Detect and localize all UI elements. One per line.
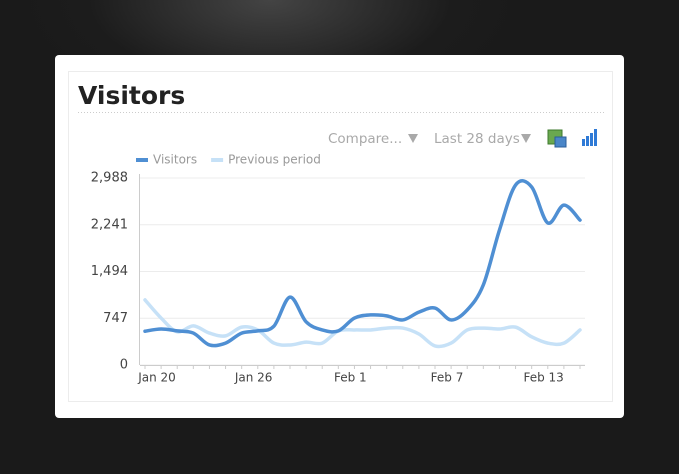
- export-icon[interactable]: [547, 129, 567, 148]
- dropdown-arrow[interactable]: [521, 134, 531, 143]
- x-tick-label: Feb 13: [523, 371, 563, 385]
- x-tick-label: Feb 7: [431, 371, 464, 385]
- panel: [68, 71, 613, 402]
- y-tick-label: 747: [103, 311, 128, 326]
- x-tick-label: Jan 20: [137, 371, 176, 385]
- y-tick-label: 0: [120, 358, 128, 373]
- icon-bar[interactable]: [586, 136, 589, 146]
- icon-bar[interactable]: [590, 133, 593, 146]
- x-tick-label: Jan 26: [234, 371, 273, 385]
- plot: 0 747 1,494 2,241 2,988 Jan 20 Jan 26 Feb 1 Feb …: [91, 171, 585, 385]
- series-line: [143, 179, 582, 348]
- dropdown-arrow[interactable]: [408, 134, 418, 143]
- legend: Visitors Previous period: [136, 153, 321, 167]
- chart-type-icon[interactable]: [582, 129, 597, 146]
- range-control[interactable]: Last 28 days: [434, 131, 531, 147]
- x-tick-label: Feb 1: [334, 371, 367, 385]
- y-tick-label: 1,494: [91, 264, 128, 279]
- y-tick-label: 2,241: [91, 217, 128, 232]
- legend-label: Visitors: [153, 153, 197, 167]
- y-tick-label: 2,988: [91, 171, 128, 186]
- icon-bar[interactable]: [582, 139, 585, 146]
- legend-label: Previous period: [228, 153, 321, 167]
- range-label[interactable]: Last 28 days: [434, 131, 520, 147]
- compare-label[interactable]: Compare...: [328, 131, 402, 147]
- icon-disk[interactable]: [554, 136, 567, 148]
- compare-control[interactable]: Compare...: [328, 131, 418, 147]
- icon-bar[interactable]: [594, 129, 597, 146]
- chart-title: Visitors: [78, 81, 185, 110]
- series-line: [143, 298, 582, 349]
